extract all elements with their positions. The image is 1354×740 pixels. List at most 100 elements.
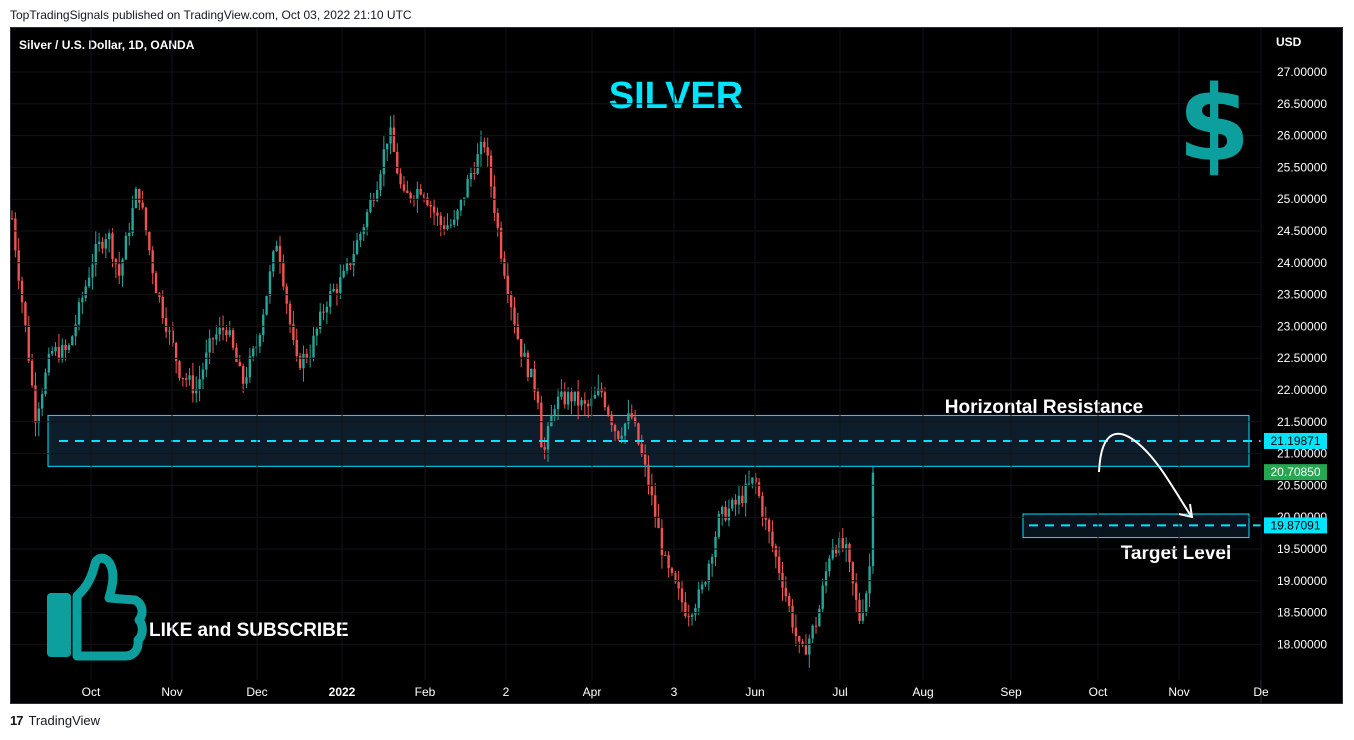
candle-body bbox=[848, 544, 851, 563]
candle-body bbox=[161, 296, 164, 319]
candle-body bbox=[235, 347, 238, 363]
candle-body bbox=[784, 587, 788, 597]
candle-body bbox=[345, 262, 349, 271]
candle-body bbox=[144, 207, 148, 232]
candle-body bbox=[774, 546, 777, 557]
candle-body bbox=[757, 482, 761, 497]
candle-body bbox=[171, 330, 174, 343]
x-tick-label: Dec bbox=[246, 685, 267, 699]
tradingview-brand[interactable]: TradingView bbox=[28, 713, 101, 728]
candle-body bbox=[154, 273, 158, 294]
candle-body bbox=[131, 208, 134, 234]
candle-body bbox=[121, 259, 124, 276]
candle-body bbox=[623, 423, 627, 436]
candle-body bbox=[643, 454, 647, 465]
chart-svg[interactable]: Silver / U.S. Dollar, 1D, OANDA USD SILV… bbox=[11, 28, 1343, 704]
candle-body bbox=[573, 391, 576, 402]
candle-body bbox=[597, 388, 600, 395]
x-tick-label: Nov bbox=[161, 685, 182, 699]
candle-body bbox=[27, 325, 30, 361]
candle-body bbox=[258, 334, 262, 347]
candle-body bbox=[221, 327, 225, 331]
candle-body bbox=[473, 173, 476, 175]
candle-body bbox=[851, 562, 855, 584]
candle-body bbox=[81, 297, 84, 303]
y-tick-label: 24.00000 bbox=[1277, 256, 1327, 270]
y-tick-label: 26.50000 bbox=[1277, 97, 1327, 111]
candle-body bbox=[325, 306, 329, 313]
dollar-icon: $ bbox=[1178, 63, 1250, 185]
candle-body bbox=[439, 215, 442, 226]
candle-body bbox=[660, 528, 664, 555]
y-tick-label: 23.50000 bbox=[1277, 288, 1327, 302]
candle-body bbox=[530, 368, 533, 378]
candle-body bbox=[77, 302, 81, 325]
candle-body bbox=[409, 193, 412, 199]
x-tick-label: Oct bbox=[82, 685, 101, 699]
candle-body bbox=[516, 324, 520, 339]
x-tick-label: Apr bbox=[583, 685, 602, 699]
y-tick-label: 23.00000 bbox=[1277, 319, 1327, 333]
y-tick-label: 20.50000 bbox=[1277, 478, 1327, 492]
candle-body bbox=[265, 296, 268, 315]
candle-body bbox=[97, 241, 101, 244]
candle-body bbox=[185, 378, 188, 380]
candle-body bbox=[298, 355, 302, 369]
candle-body bbox=[687, 616, 690, 618]
y-tick-label: 21.00000 bbox=[1277, 447, 1327, 461]
candle-body bbox=[861, 611, 865, 621]
candle-body bbox=[707, 563, 710, 583]
candle-body bbox=[332, 288, 335, 292]
candle-body bbox=[674, 572, 677, 583]
candle-body bbox=[721, 506, 724, 514]
candle-body bbox=[355, 240, 359, 255]
text-layer: Silver / U.S. Dollar, 1D, OANDA USD SILV… bbox=[19, 35, 1302, 641]
y-tick-label: 19.50000 bbox=[1277, 542, 1327, 556]
candle-body bbox=[34, 385, 37, 423]
candle-body bbox=[51, 351, 54, 354]
candle-body bbox=[540, 402, 543, 448]
candle-body bbox=[463, 197, 466, 200]
candle-body bbox=[811, 625, 814, 639]
price-tag-value: 20.70850 bbox=[1270, 465, 1320, 479]
candle-body bbox=[499, 227, 503, 259]
chart-pane[interactable]: Silver / U.S. Dollar, 1D, OANDA USD SILV… bbox=[10, 27, 1343, 704]
y-tick-label: 18.00000 bbox=[1277, 637, 1327, 651]
candle-body bbox=[788, 596, 791, 606]
candle-body bbox=[359, 233, 362, 241]
candle-body bbox=[630, 413, 633, 418]
svg-text:$: $ bbox=[1178, 63, 1250, 185]
candle-body bbox=[178, 361, 181, 378]
candle-body bbox=[87, 277, 91, 287]
candle-body bbox=[627, 413, 630, 424]
candle-body bbox=[426, 197, 429, 206]
candle-body bbox=[767, 519, 771, 532]
candle-body bbox=[593, 394, 597, 399]
candle-body bbox=[858, 599, 861, 621]
candle-body bbox=[67, 345, 71, 351]
resistance-label: Horizontal Resistance bbox=[945, 397, 1144, 418]
candle-body bbox=[543, 447, 546, 450]
candle-body bbox=[37, 408, 40, 423]
target-label: Target Level bbox=[1121, 543, 1232, 564]
candle-body bbox=[536, 391, 540, 403]
x-tick-label: Jul bbox=[832, 685, 847, 699]
levels-layer bbox=[59, 439, 1261, 527]
candle-body bbox=[834, 547, 838, 554]
x-tick-label: Sep bbox=[1000, 685, 1022, 699]
candle-body bbox=[449, 224, 453, 226]
candle-body bbox=[47, 353, 51, 373]
candle-body bbox=[550, 414, 553, 427]
candle-body bbox=[459, 199, 463, 211]
candle-body bbox=[546, 426, 550, 450]
candle-body bbox=[453, 219, 456, 225]
candle-body bbox=[446, 225, 449, 229]
candle-body bbox=[74, 324, 77, 337]
candle-body bbox=[603, 392, 607, 408]
candle-body bbox=[610, 414, 613, 426]
candle-body bbox=[476, 154, 479, 174]
candle-body bbox=[657, 517, 660, 529]
candle-body bbox=[30, 360, 34, 386]
candle-body bbox=[556, 396, 560, 410]
candle-body bbox=[168, 330, 171, 332]
